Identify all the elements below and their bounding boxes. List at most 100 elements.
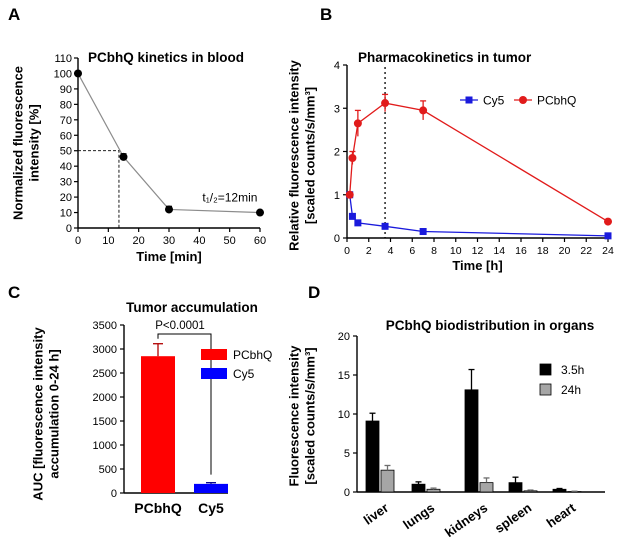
legend-swatch	[539, 363, 552, 376]
y-tick-label: 20	[338, 331, 350, 343]
data-point-cy5	[419, 228, 427, 236]
y-tick-label: 30	[60, 177, 72, 189]
y-tick-label: 0	[344, 487, 350, 499]
x-tick-label: 0	[75, 235, 81, 247]
data-point-pcbhq	[381, 99, 390, 108]
y-axis-title-line-0: Relative fluorescence intensity	[286, 59, 301, 251]
y-tick-label: 2000	[93, 392, 117, 404]
y-axis-title-line-0: Fluorescence intensity	[286, 345, 301, 487]
legend-marker	[519, 96, 527, 104]
legend-label: 24h	[561, 383, 581, 397]
bar-heart-3.5h	[552, 488, 567, 493]
y-tick-label: 10	[60, 208, 72, 220]
data-point-pcbhq	[419, 106, 428, 115]
bar-kidneys-24h	[479, 482, 494, 493]
x-tick-label: 20	[559, 245, 571, 257]
y-tick-label: 110	[54, 53, 72, 65]
x-tick-label: 10	[102, 235, 114, 247]
x-tick-label: 10	[450, 245, 462, 257]
x-tick-label: 40	[193, 235, 205, 247]
bar-liver-24h	[380, 469, 395, 493]
x-tick-label-lungs: lungs	[400, 500, 437, 532]
y-tick-label: 3000	[93, 344, 117, 356]
data-point-pcbhq	[604, 217, 612, 226]
x-axis-title: Time [min]	[136, 249, 202, 264]
bar-lungs-24h	[426, 488, 441, 493]
y-tick-label: 3	[334, 103, 340, 115]
chart-title: PCbhQ biodistribution in organs	[386, 318, 595, 333]
x-tick-label: 2	[366, 245, 372, 257]
y-tick-label: 0	[334, 233, 340, 245]
y-tick-label: 60	[60, 130, 72, 142]
x-tick-label-liver: liver	[361, 500, 392, 528]
data-point-cy5	[348, 212, 356, 220]
y-tick-label: 4	[334, 60, 340, 72]
y-tick-label: 50	[60, 146, 72, 158]
bar-kidneys-3.5h	[464, 389, 479, 493]
y-tick-label: 15	[338, 370, 350, 382]
y-tick-label: 0	[111, 488, 117, 500]
data-point-pcbhq	[353, 119, 362, 128]
data-point-pcbhq	[345, 190, 354, 199]
significance-bracket	[157, 333, 212, 475]
series-line-pcbhq	[349, 102, 609, 223]
chart-title: Pharmacokinetics in tumor	[358, 50, 532, 65]
y-axis-title-line-1: [scaled counts/s/mm³]	[302, 87, 317, 224]
y-tick-label: 500	[99, 464, 117, 476]
data-point	[256, 208, 264, 217]
series-line-cy5	[349, 194, 609, 237]
legend-label: Cy5	[233, 367, 255, 381]
legend-label: 3.5h	[561, 363, 584, 377]
x-tick-label: 24	[602, 245, 614, 257]
chart-title: PCbhQ kinetics in blood	[88, 50, 244, 65]
panel-c: C 0 500 1000 1500 2000 2500 3000 3500 AUC [fluore…	[8, 283, 272, 516]
x-tick-label: 14	[493, 245, 505, 257]
x-tick-label: PCbhQ	[134, 500, 182, 516]
bar-cy5	[194, 483, 228, 493]
chart-title: Tumor accumulation	[126, 300, 258, 315]
bar-spleen-24h	[523, 490, 538, 493]
y-tick-label: 100	[54, 68, 72, 80]
y-tick-label: 1000	[93, 440, 117, 452]
legend-marker	[465, 96, 473, 104]
x-tick-label: 12	[472, 245, 484, 257]
x-tick-label: 4	[388, 245, 394, 257]
x-tick-label: Cy5	[198, 500, 224, 516]
panel-letter-d: D	[308, 283, 320, 302]
y-tick-label: 2	[334, 147, 340, 159]
data-point	[74, 69, 82, 78]
y-axis-title-line-1: [scaled counts/s/mm³]	[302, 347, 317, 484]
y-tick-label: 0	[66, 223, 72, 235]
y-tick-label: 10	[338, 409, 350, 421]
halflife-annotation: t₁/₂=12min	[202, 191, 257, 205]
panel-a: A 0 10 20 30 40 50 60 70 80 90 100 110 0 10 20 30 40 50 60 T…	[8, 5, 266, 264]
y-tick-label: 3500	[93, 320, 117, 332]
y-tick-label: 90	[60, 84, 72, 96]
x-tick-label: 6	[409, 245, 415, 257]
legend-label: PCbhQ	[537, 94, 576, 108]
x-axis-title: Time [h]	[452, 258, 502, 273]
x-tick-label: 18	[537, 245, 549, 257]
y-tick-label: 2500	[93, 368, 117, 380]
x-tick-label: 20	[133, 235, 145, 247]
x-tick-label: 0	[344, 245, 350, 257]
y-axis-title-line-1: accumulation 0-24 h]	[46, 349, 61, 478]
significance-label: P<0.0001	[155, 320, 205, 332]
x-tick-label-kidneys: kidneys	[442, 500, 490, 540]
bar-liver-3.5h	[365, 420, 380, 493]
panel-letter-a: A	[8, 5, 20, 24]
series-line	[77, 73, 261, 214]
panel-d: D 0 5 10 15 20 Fluorescence intensity [scaled c…	[286, 283, 605, 540]
legend-swatch	[201, 368, 227, 379]
data-point-cy5	[604, 232, 612, 240]
x-tick-label-spleen: spleen	[492, 500, 534, 536]
x-tick-label: 60	[254, 235, 266, 247]
x-tick-label: 16	[515, 245, 527, 257]
panel-letter-c: C	[8, 283, 20, 302]
x-tick-label: 22	[580, 245, 592, 257]
bar-lungs-3.5h	[411, 483, 426, 493]
legend-swatch	[539, 383, 552, 396]
data-point-pcbhq	[348, 153, 357, 162]
y-tick-label: 5	[344, 448, 350, 460]
